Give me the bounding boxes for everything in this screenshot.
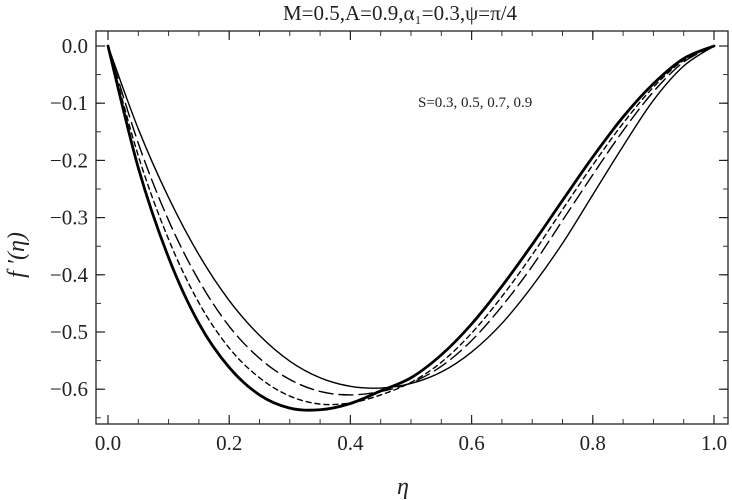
y-tick-label: −0.4: [50, 263, 89, 287]
y-tick-label: −0.2: [50, 148, 88, 172]
plot-frame: [95, 30, 729, 425]
y-tick-label: 0.0: [62, 34, 88, 58]
series-line-long-dash: [107, 45, 715, 396]
x-tick-label: 0.6: [458, 431, 484, 455]
x-tick-label: 0.4: [337, 431, 364, 455]
series-line-thin-solid: [107, 45, 715, 389]
series-layer: [106, 44, 716, 412]
x-tick-label: 0.0: [95, 431, 121, 455]
x-axis-label: η: [397, 474, 409, 500]
y-tick-label: −0.5: [50, 320, 88, 344]
y-axis-label: f ′(η): [4, 232, 30, 278]
series-line-short-dash: [107, 45, 715, 406]
x-tick-label: 0.2: [216, 431, 242, 455]
series-line-thick-solid: [106, 44, 716, 412]
chart-title: M=0.5,A=0.9,α₁=0.3,ψ=π/4: [283, 1, 518, 25]
x-axis: 0.0 0.2 0.4 0.6 0.8 1.0: [95, 31, 727, 455]
y-tick-label: −0.1: [50, 91, 88, 115]
parameter-annotation: S=0.3, 0.5, 0.7, 0.9: [418, 95, 532, 111]
y-tick-label: −0.3: [50, 206, 88, 230]
y-axis: 0.0 −0.1 −0.2 −0.3 −0.4 −0.5 −0.6: [50, 34, 728, 419]
x-tick-label: 1.0: [701, 431, 727, 455]
y-tick-label: −0.6: [50, 377, 88, 401]
x-tick-label: 0.8: [580, 431, 606, 455]
